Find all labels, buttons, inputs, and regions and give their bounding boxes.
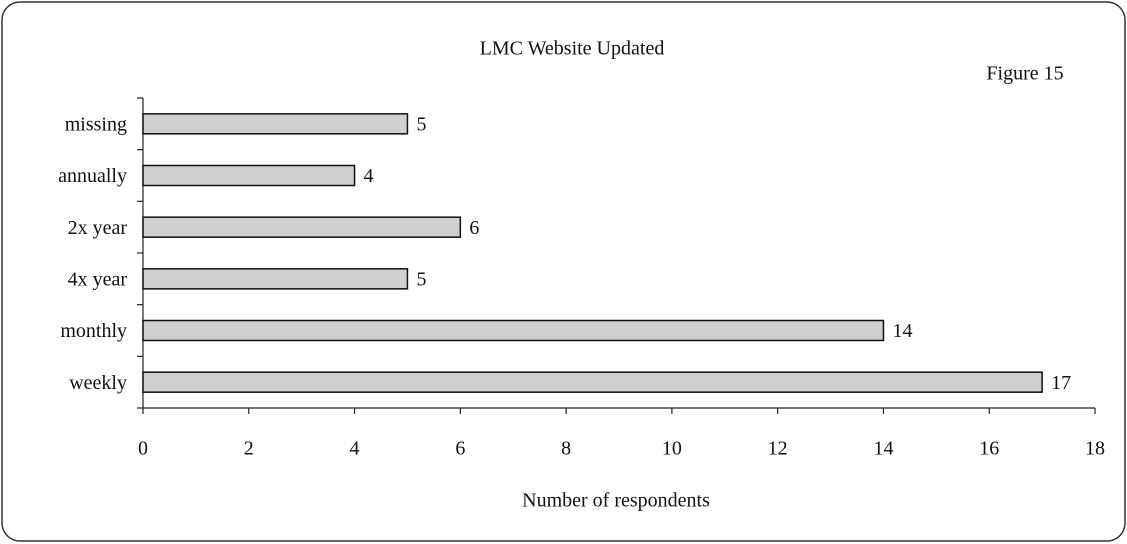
y-tick-label: annually <box>58 165 127 187</box>
figure-annotation: Figure 15 <box>986 63 1063 85</box>
value-label: 17 <box>1051 372 1071 394</box>
y-tick-label: weekly <box>69 372 127 394</box>
bar <box>142 371 1043 393</box>
x-tick-label: 0 <box>138 438 148 460</box>
value-label: 6 <box>469 217 479 239</box>
value-label: 5 <box>416 268 426 290</box>
x-tick-label: 2 <box>244 438 254 460</box>
x-tick-label: 4 <box>350 438 360 460</box>
x-tick-label: 14 <box>873 438 893 460</box>
x-tick-label: 18 <box>1085 438 1105 460</box>
bar <box>142 268 409 290</box>
value-label: 4 <box>364 165 374 187</box>
y-tick-label: 4x year <box>68 268 128 290</box>
bar <box>142 164 356 187</box>
value-label: 5 <box>416 113 426 135</box>
chart-title: LMC Website Updated <box>480 38 665 60</box>
x-tick-label: 8 <box>561 438 571 460</box>
bar <box>142 216 462 238</box>
y-tick-label: missing <box>65 113 127 135</box>
bar <box>142 319 885 342</box>
y-tick-label: monthly <box>60 320 127 342</box>
x-tick-label: 10 <box>662 438 682 460</box>
x-tick-label: 16 <box>979 438 999 460</box>
x-axis-title: Number of respondents <box>522 490 710 512</box>
x-tick-label: 6 <box>455 438 465 460</box>
bar <box>142 113 409 135</box>
y-tick-label: 2x year <box>68 217 128 239</box>
value-label: 14 <box>892 320 912 342</box>
x-tick-label: 12 <box>768 438 788 460</box>
